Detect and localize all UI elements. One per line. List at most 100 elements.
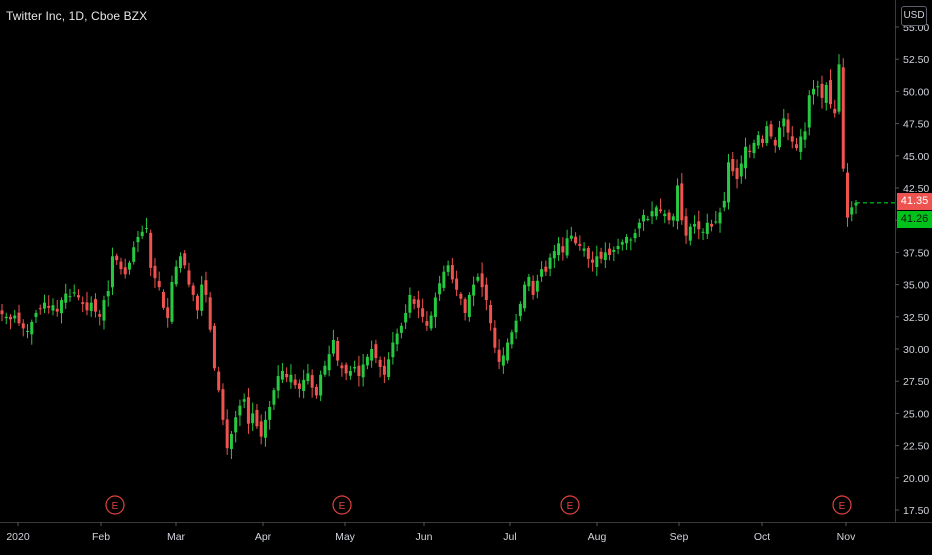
candle-body <box>663 213 667 217</box>
candle-body <box>59 300 63 314</box>
candle-body <box>463 299 467 313</box>
candle-body <box>212 325 216 369</box>
candle <box>841 58 845 172</box>
candle-body <box>323 365 327 375</box>
candle <box>544 260 548 276</box>
candle-body <box>722 200 726 208</box>
candle-body <box>841 67 845 169</box>
candle <box>650 201 654 225</box>
candle <box>310 369 314 398</box>
candle <box>714 210 718 225</box>
candle <box>497 339 501 370</box>
candle <box>289 364 293 389</box>
candle-body <box>127 262 131 270</box>
candle <box>293 374 297 389</box>
candle-body <box>378 359 382 368</box>
candle-body <box>119 261 123 270</box>
candle <box>276 365 280 399</box>
candle <box>591 251 595 272</box>
candle <box>280 362 284 384</box>
candle <box>429 311 433 331</box>
candle <box>412 295 416 310</box>
candle-body <box>178 256 182 269</box>
x-tick-label: Nov <box>837 531 856 543</box>
candle <box>680 172 684 225</box>
candle <box>722 192 726 212</box>
candle <box>603 242 607 269</box>
candle-body <box>493 327 497 348</box>
candle-body <box>824 84 828 103</box>
candle <box>744 137 748 180</box>
candle <box>676 178 680 230</box>
candle <box>463 297 467 321</box>
candle-body <box>497 349 501 362</box>
candle-body <box>544 266 548 272</box>
candle <box>378 356 382 378</box>
candle <box>395 328 399 352</box>
candle-body <box>64 293 68 303</box>
candle-body <box>263 419 267 438</box>
candle-body <box>115 255 119 261</box>
candle-body <box>47 306 51 308</box>
candle <box>833 99 837 118</box>
candle <box>484 277 488 311</box>
candle <box>472 276 476 307</box>
candle-body <box>501 355 505 366</box>
candle <box>527 273 531 292</box>
candle-body <box>582 248 586 251</box>
candle <box>98 310 102 326</box>
candle <box>336 337 340 367</box>
candle-body <box>799 136 803 152</box>
candle-body <box>676 185 680 222</box>
earnings-marker: E <box>332 495 352 515</box>
candle <box>557 236 561 261</box>
candle <box>438 275 442 302</box>
candle-body <box>187 270 191 285</box>
candle-body <box>416 299 420 308</box>
candle <box>820 75 824 109</box>
candle <box>344 362 348 381</box>
prev-price-label: 41.26 <box>897 211 932 228</box>
candle-body <box>735 168 739 179</box>
candle-body <box>854 202 858 206</box>
candle-body <box>786 119 790 133</box>
candle-body <box>387 359 391 378</box>
candle <box>816 80 820 97</box>
candle-body <box>523 284 527 309</box>
candle-body <box>642 215 646 222</box>
candle-body <box>217 371 221 391</box>
candle-body <box>467 294 471 318</box>
candle-body <box>654 207 658 217</box>
candle-body <box>76 295 80 298</box>
candle-body <box>221 389 225 420</box>
candle-body <box>153 265 157 279</box>
candle <box>416 290 420 319</box>
candle <box>701 228 705 241</box>
candle-body <box>693 224 697 227</box>
candle-body <box>374 344 378 359</box>
candle <box>480 262 484 297</box>
candle <box>144 217 148 234</box>
candle <box>166 297 170 328</box>
candle-body <box>421 308 425 317</box>
x-tick-label: Sep <box>670 531 689 543</box>
candle-body <box>149 232 153 268</box>
candle <box>761 135 765 148</box>
currency-button[interactable]: USD <box>901 6 927 26</box>
candle-body <box>586 248 590 259</box>
candle-body <box>561 246 565 253</box>
candle-body <box>361 364 365 378</box>
candle-body <box>17 312 21 324</box>
candle <box>565 229 569 259</box>
candle-body <box>540 269 544 277</box>
candle <box>404 304 408 330</box>
candle <box>705 213 709 239</box>
candle <box>200 276 204 316</box>
candle-body <box>251 413 255 424</box>
y-tick-label: 35.00 <box>903 280 929 292</box>
candle <box>136 230 140 252</box>
candle-body <box>353 367 357 369</box>
candle <box>637 218 641 237</box>
